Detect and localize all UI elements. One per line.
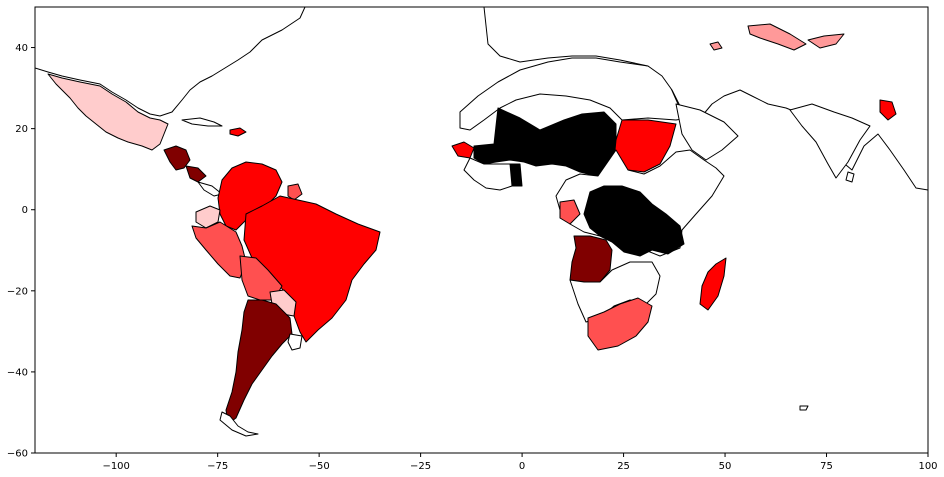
region-sudan: [613, 119, 677, 173]
region-cuba: [181, 117, 223, 127]
y-tick-label: 0: [22, 205, 28, 216]
region-armenia: [709, 41, 723, 51]
region-nicaragua: [185, 165, 207, 183]
region-mexico: [47, 73, 169, 151]
region-gabon: [559, 199, 581, 225]
region-uruguay: [287, 333, 303, 351]
x-tick-label: 50: [719, 461, 732, 472]
region-angola: [569, 235, 613, 283]
region-central-america-dark: [163, 145, 191, 171]
region-india: [789, 103, 871, 179]
y-tick-label: −60: [7, 449, 28, 460]
region-north-america: [35, 7, 306, 117]
region-uzbekistan: [747, 23, 807, 51]
region-tierra-del-fuego: [219, 411, 259, 437]
region-west-africa-coast: [463, 157, 513, 191]
region-sri-lanka: [845, 171, 855, 183]
region-bangladesh: [879, 99, 897, 121]
region-madagascar: [699, 257, 727, 311]
region-senegal: [451, 141, 475, 159]
y-tick-label: 20: [15, 124, 28, 135]
region-south-africa: [587, 297, 653, 351]
region-europe-asia: [483, 7, 928, 191]
x-tick-label: −25: [410, 461, 431, 472]
y-axis: 40 20 0 −20 −40 −60: [7, 43, 35, 460]
x-tick-label: 75: [820, 461, 833, 472]
x-tick-label: −100: [102, 461, 129, 472]
y-tick-label: −20: [7, 286, 28, 297]
x-tick-label: 100: [918, 461, 937, 472]
region-kerguelen: [799, 405, 809, 411]
axes-frame: [34, 6, 929, 454]
region-arabia: [675, 103, 739, 161]
x-tick-label: 25: [617, 461, 630, 472]
y-tick-label: 40: [15, 43, 28, 54]
region-kyrgyzstan: [807, 33, 845, 49]
y-tick-label: −40: [7, 367, 28, 378]
region-costa-rica-panama: [197, 181, 223, 197]
x-tick-label: −50: [309, 461, 330, 472]
x-axis: −100 −75 −50 −25 0 25 50 75 100: [102, 453, 938, 472]
region-dominican-republic: [229, 127, 247, 137]
map-axes: −100 −75 −50 −25 0 25 50 75 100 40 20 0 −20 −40 −60: [7, 6, 938, 472]
map-land: [35, 7, 928, 437]
region-suriname: [287, 183, 303, 201]
x-tick-label: −75: [207, 461, 228, 472]
region-drc-tanzania-black: [583, 185, 685, 257]
x-tick-label: 0: [519, 461, 525, 472]
region-ecuador: [195, 205, 221, 229]
region-argentina-chile: [225, 299, 293, 425]
